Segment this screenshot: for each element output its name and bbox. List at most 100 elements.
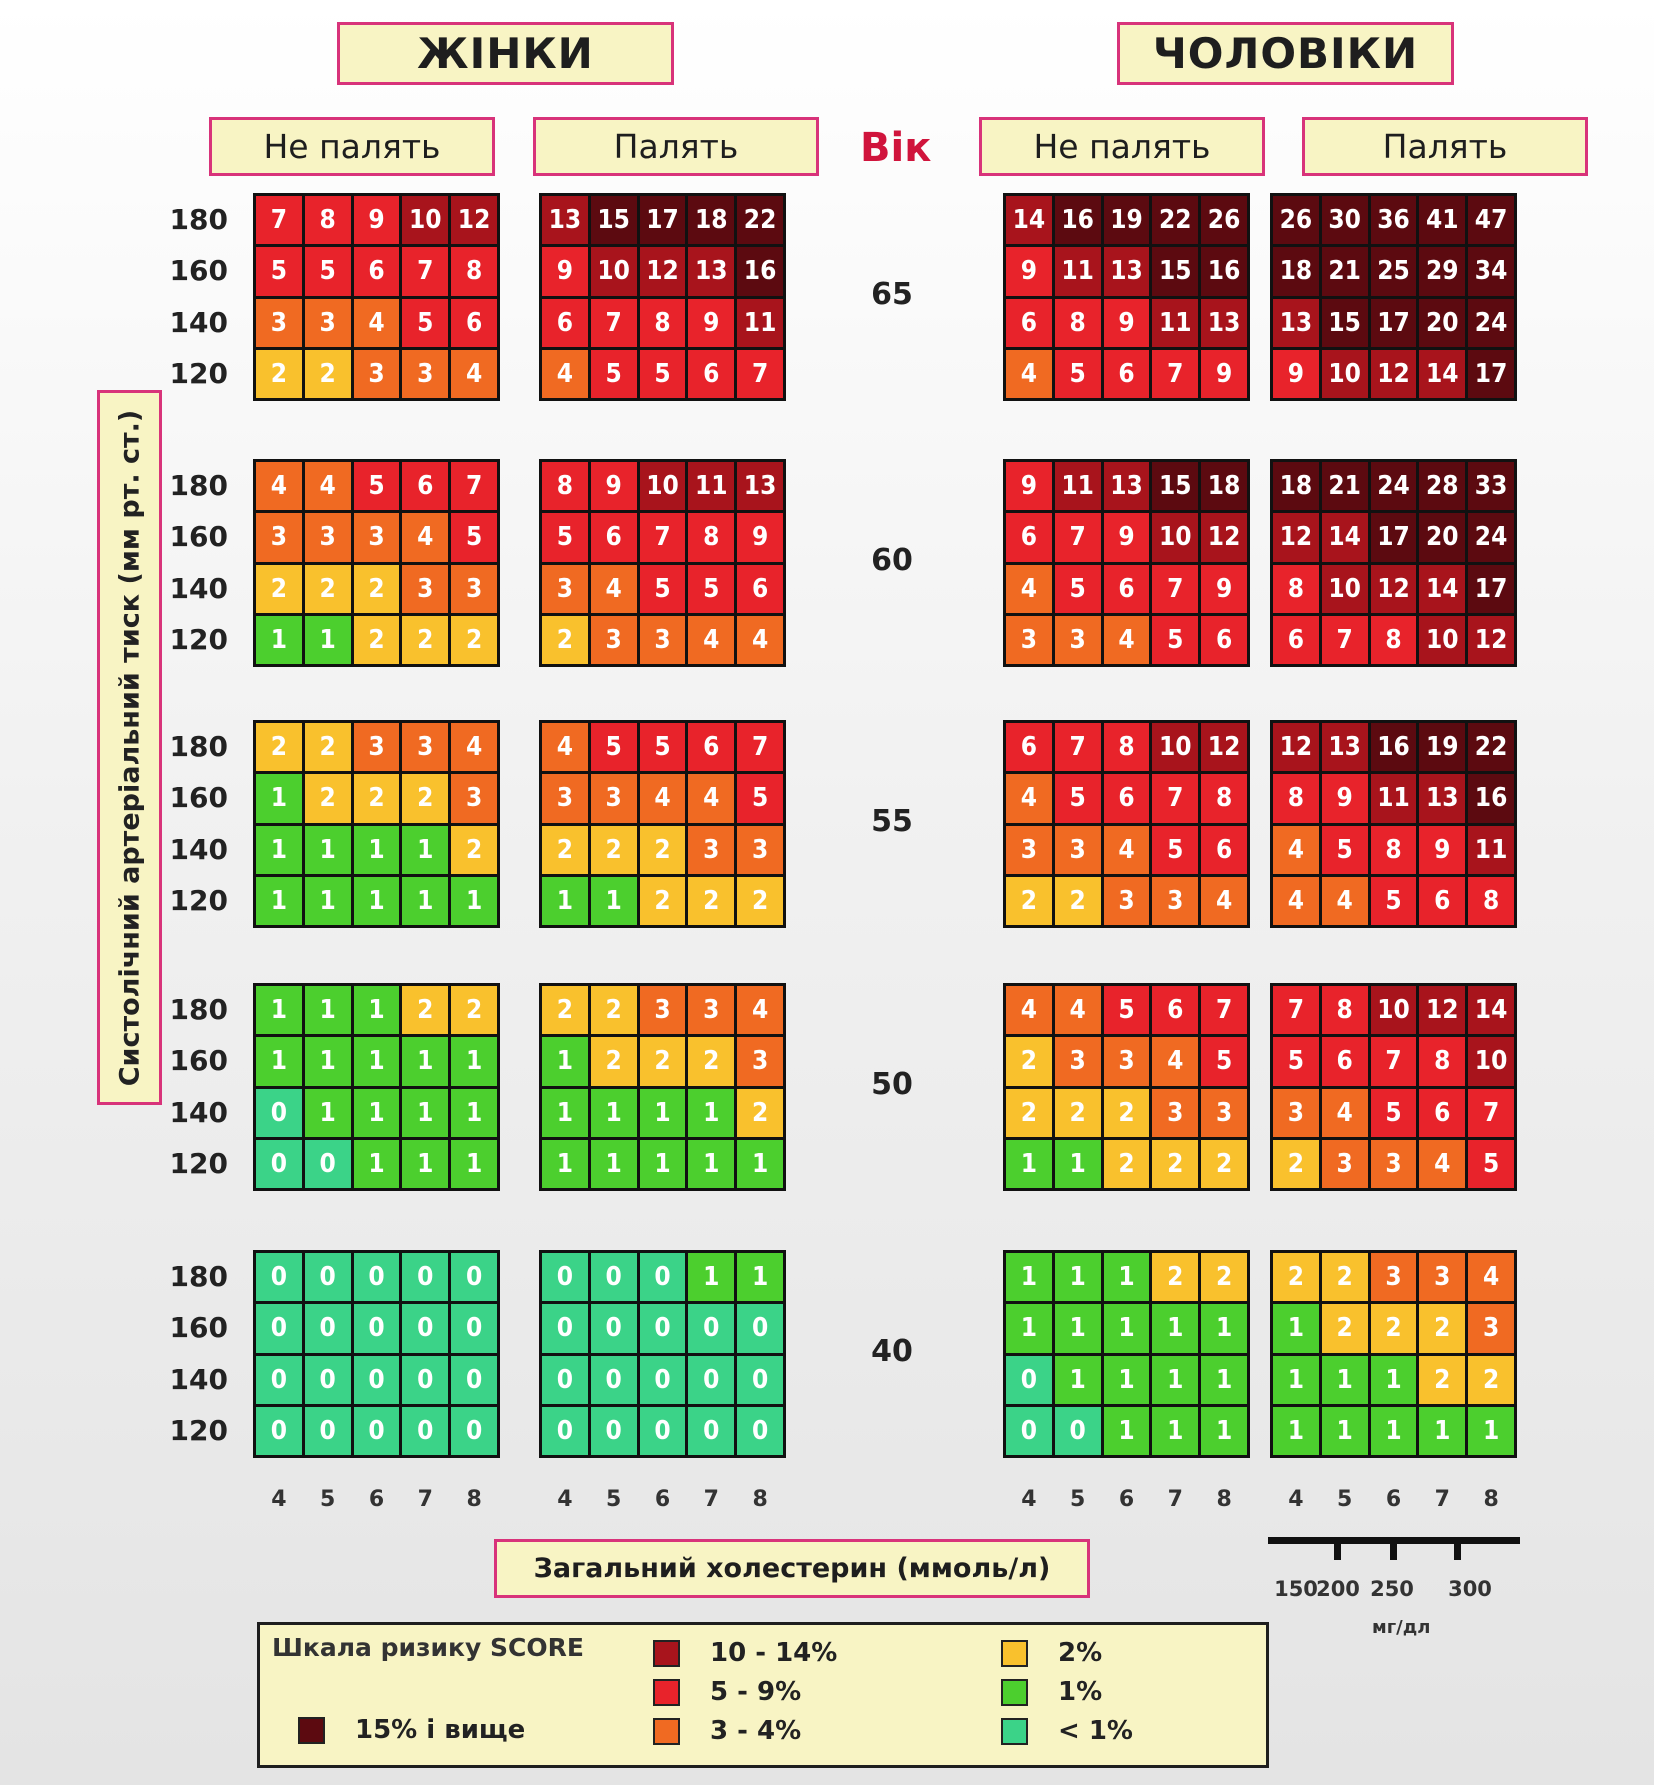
risk-cell: 2 (639, 876, 686, 925)
legend-item-15plus: 15% і вище (298, 1715, 525, 1745)
risk-cell: 5 (402, 298, 449, 347)
risk-cell: 8 (639, 298, 686, 347)
risk-cell: 12 (1273, 513, 1319, 562)
sbp-label-60-180: 180 (169, 469, 228, 503)
risk-cell: 0 (304, 1355, 351, 1404)
risk-cell: 3 (1152, 1088, 1199, 1137)
risk-cell: 22 (1468, 723, 1514, 772)
grid-women_nonsmoker-65: 7 8 9 10 12 5 5 6 7 8 3 3 4 5 6 2 2 3 3 4 (253, 193, 500, 401)
legend-label-1: 1% (1058, 1677, 1103, 1707)
risk-cell: 1 (1054, 1304, 1101, 1353)
risk-cell: 24 (1370, 462, 1417, 511)
risk-cell: 6 (1006, 298, 1052, 347)
risk-cell: 2 (542, 825, 588, 874)
risk-cell: 4 (1321, 1088, 1368, 1137)
legend-label-3-4: 3 - 4% (710, 1716, 802, 1746)
risk-cell: 4 (304, 462, 351, 511)
chol-tick-men_smoker-4: 4 (1288, 1487, 1304, 1512)
risk-cell: 7 (1054, 513, 1101, 562)
chol-tick-women_nonsmoker-8: 8 (466, 1487, 482, 1512)
age-label-40: 40 (871, 1334, 913, 1369)
risk-cell: 1 (402, 876, 449, 925)
risk-cell: 3 (1321, 1139, 1368, 1188)
risk-cell: 0 (1054, 1406, 1101, 1455)
risk-cell: 2 (1006, 1088, 1052, 1137)
risk-cell: 41 (1419, 196, 1466, 245)
chol-tick-men_nonsmoker-4: 4 (1021, 1487, 1037, 1512)
risk-cell: 10 (1321, 564, 1368, 613)
risk-cell: 11 (1468, 825, 1514, 874)
risk-cell: 8 (451, 247, 497, 296)
risk-cell: 3 (1103, 1037, 1150, 1086)
risk-cell: 2 (639, 1037, 686, 1086)
sbp-label-40-140: 140 (169, 1362, 228, 1396)
risk-cell: 15 (1152, 462, 1199, 511)
risk-cell: 0 (256, 1355, 302, 1404)
risk-cell: 1 (1152, 1304, 1199, 1353)
mgdl-unit-label: мг/дл (1372, 1617, 1431, 1638)
risk-cell: 6 (1103, 564, 1150, 613)
risk-cell: 0 (737, 1304, 783, 1353)
risk-cell: 1 (590, 1088, 637, 1137)
risk-cell: 4 (688, 615, 735, 664)
sbp-label-40-120: 120 (169, 1413, 228, 1447)
risk-cell: 18 (1273, 462, 1319, 511)
risk-cell: 1 (1152, 1355, 1199, 1404)
age-title: Вік (860, 125, 932, 171)
risk-cell: 1 (1054, 1253, 1101, 1302)
risk-cell: 1 (688, 1253, 735, 1302)
sbp-label-40-160: 160 (169, 1311, 228, 1345)
risk-cell: 7 (1468, 1088, 1514, 1137)
risk-cell: 3 (639, 986, 686, 1035)
risk-cell: 3 (737, 825, 783, 874)
risk-cell: 25 (1370, 247, 1417, 296)
risk-cell: 3 (353, 349, 400, 398)
risk-cell: 1 (1006, 1139, 1052, 1188)
age-label-60: 60 (871, 543, 913, 578)
risk-cell: 1 (402, 1139, 449, 1188)
risk-cell: 13 (1103, 462, 1150, 511)
risk-cell: 36 (1370, 196, 1417, 245)
risk-cell: 12 (1201, 723, 1247, 772)
risk-cell: 4 (451, 723, 497, 772)
risk-cell: 1 (451, 1139, 497, 1188)
sbp-label-60-160: 160 (169, 520, 228, 554)
risk-cell: 10 (590, 247, 637, 296)
risk-cell: 26 (1201, 196, 1247, 245)
risk-cell: 0 (590, 1406, 637, 1455)
risk-cell: 1 (304, 986, 351, 1035)
risk-cell: 0 (451, 1355, 497, 1404)
risk-cell: 47 (1468, 196, 1514, 245)
risk-cell: 7 (737, 723, 783, 772)
risk-cell: 1 (1103, 1406, 1150, 1455)
risk-cell: 13 (1419, 774, 1466, 823)
legend-label-10-14: 10 - 14% (710, 1638, 838, 1668)
risk-cell: 19 (1103, 196, 1150, 245)
risk-cell: 6 (1006, 513, 1052, 562)
risk-cell: 1 (256, 774, 302, 823)
legend-item-5-9: 5 - 9% (653, 1677, 801, 1707)
risk-cell: 2 (353, 564, 400, 613)
risk-cell: 3 (256, 298, 302, 347)
risk-cell: 2 (590, 825, 637, 874)
risk-cell: 8 (1321, 986, 1368, 1035)
risk-cell: 4 (451, 349, 497, 398)
risk-cell: 6 (1273, 615, 1319, 664)
risk-cell: 6 (1152, 986, 1199, 1035)
risk-cell: 4 (353, 298, 400, 347)
risk-cell: 1 (1201, 1355, 1247, 1404)
risk-cell: 14 (1419, 564, 1466, 613)
risk-cell: 4 (1006, 986, 1052, 1035)
risk-cell: 18 (1201, 462, 1247, 511)
risk-cell: 9 (1006, 462, 1052, 511)
risk-cell: 2 (451, 825, 497, 874)
risk-cell: 7 (1321, 615, 1368, 664)
risk-cell: 12 (1273, 723, 1319, 772)
chol-tick-men_smoker-6: 6 (1385, 1487, 1402, 1512)
sbp-label-65-120: 120 (169, 356, 228, 390)
legend-item-1: 1% (1001, 1677, 1102, 1707)
risk-cell: 1 (451, 1037, 497, 1086)
